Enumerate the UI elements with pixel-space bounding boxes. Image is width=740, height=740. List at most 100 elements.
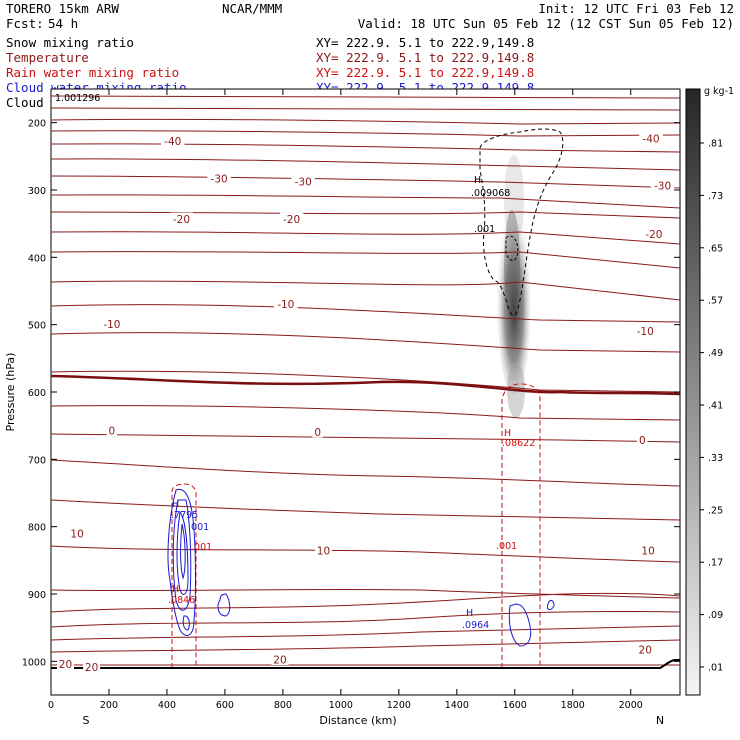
- temp-label-14: 10: [70, 529, 83, 541]
- temp-label-bg-13: [637, 433, 648, 446]
- field-xy-0: XY= 222.9. 5.1 to 222.9,149.8: [316, 35, 534, 50]
- colorbar-label-2: .65: [708, 243, 723, 254]
- temperature-contours: [51, 95, 680, 666]
- y-tick-label-1: 300: [28, 186, 46, 197]
- extremum-label-4: H: [504, 428, 511, 439]
- temp-label-bg-19: [271, 652, 289, 665]
- temp-label-11: 0: [109, 426, 116, 438]
- x-tick-label-9: 1800: [561, 700, 585, 711]
- temp-label-6: -20: [283, 214, 300, 226]
- y-tick-label-5: 700: [28, 455, 46, 466]
- field-name-2: Rain water mixing ratio: [6, 65, 179, 80]
- temp-label-20: 20: [639, 644, 652, 656]
- colorbar-label-9: .09: [708, 610, 723, 621]
- cloud-ice-inner-contour: [505, 235, 519, 261]
- temp-label-bg-2: [207, 172, 231, 185]
- temp-label-7: -20: [645, 229, 662, 241]
- temp-label-bg-0: [160, 134, 185, 147]
- y-tick-label-4: 600: [28, 388, 46, 399]
- temp-label-19: 20: [273, 654, 286, 666]
- extremum-label-14: .0964: [462, 620, 489, 631]
- extremum-label-6: .001: [496, 541, 517, 552]
- colorbar-label-1: .73: [708, 191, 723, 202]
- temp-label-5: -20: [173, 214, 190, 226]
- extremum-label-1: H: [474, 175, 481, 186]
- extremum-label-0: 1.001296: [55, 93, 100, 104]
- temp-label-bg-9: [274, 297, 298, 310]
- temp-label-bg-20: [636, 642, 654, 655]
- temp-label-9: -10: [277, 299, 294, 311]
- cloud-ice-contour: [479, 128, 564, 317]
- temp-label-bg-8: [100, 317, 124, 330]
- terrain-line: [51, 659, 680, 669]
- extremum-label-10: .001: [191, 542, 212, 553]
- x-axis-start-label: S: [83, 714, 90, 727]
- colorbar-label-8: .17: [708, 558, 723, 569]
- temp-label-4: -30: [654, 180, 671, 192]
- colorbar-label-3: .57: [708, 296, 723, 307]
- temp-label-bg-15: [314, 543, 332, 556]
- temp-label-bg-10: [633, 324, 657, 337]
- temp-label-bg-7: [642, 227, 666, 240]
- temp-label-bg-3: [291, 174, 315, 187]
- org-label: NCAR/MMM: [222, 1, 282, 16]
- temp-label-3: -30: [295, 176, 312, 188]
- extremum-label-3: .001: [474, 224, 495, 235]
- rain-contour-north: [501, 383, 541, 668]
- temp-label-bg-17: [56, 657, 74, 670]
- freezing-level-contour: [51, 374, 680, 396]
- temp-label-1: -40: [642, 133, 659, 145]
- x-tick-label-3: 600: [216, 700, 234, 711]
- temp-label-13: 0: [639, 435, 646, 447]
- colorbar: [685, 88, 701, 696]
- x-tick-label-5: 1000: [329, 700, 353, 711]
- x-tick-label-7: 1400: [445, 700, 469, 711]
- valid-time: Valid: 18 UTC Sun 05 Feb 12 (12 CST Sun …: [358, 16, 734, 31]
- temp-label-12: 0: [314, 427, 321, 439]
- temp-label-16: 10: [641, 545, 654, 557]
- x-axis-label: Distance (km): [319, 714, 396, 727]
- x-tick-label-0: 0: [48, 700, 54, 711]
- y-tick-label-8: 1000: [22, 657, 46, 668]
- x-tick-label-8: 1600: [503, 700, 527, 711]
- rain-contour-south: [171, 483, 197, 668]
- x-axis-end-label: N: [656, 714, 664, 727]
- extremum-label-8: .7795: [171, 510, 198, 521]
- colorbar-unit: g kg-1: [704, 86, 734, 97]
- y-tick-label-2: 400: [28, 253, 46, 264]
- y-axis-label: Pressure (hPa): [4, 353, 17, 432]
- colorbar-label-10: .01: [708, 663, 723, 674]
- colorbar-label-4: .49: [708, 348, 723, 359]
- extremum-label-7: H: [172, 499, 179, 510]
- temp-label-17: 20: [59, 659, 72, 671]
- temp-label-bg-12: [312, 425, 323, 438]
- temp-label-10: -10: [637, 326, 654, 338]
- fcst-value: 54 h: [48, 16, 78, 31]
- x-tick-label-4: 800: [274, 700, 292, 711]
- y-tick-label-0: 200: [28, 119, 46, 130]
- temp-label-bg-18: [83, 660, 101, 673]
- temp-label-18: 20: [85, 662, 98, 674]
- x-tick-label-1: 200: [100, 700, 118, 711]
- x-tick-label-6: 1200: [387, 700, 411, 711]
- colorbar-label-7: .25: [708, 505, 723, 516]
- field-xy-2: XY= 222.9. 5.1 to 222.9,149.8: [316, 65, 534, 80]
- temp-label-0: -40: [164, 136, 181, 148]
- temp-label-bg-11: [106, 424, 118, 437]
- cloud-water-contours: [167, 488, 555, 647]
- field-name-1: Temperature: [6, 50, 89, 65]
- temp-label-bg-14: [68, 527, 86, 540]
- extremum-label-2: .009068: [471, 188, 510, 199]
- temp-label-8: -10: [103, 319, 120, 331]
- temp-label-bg-1: [639, 131, 663, 144]
- colorbar-label-5: .41: [708, 401, 723, 412]
- init-time: Init: 12 UTC Fri 03 Feb 12: [538, 1, 734, 16]
- temp-label-bg-6: [279, 212, 304, 225]
- temp-label-2: -30: [211, 174, 228, 186]
- colorbar-labels: .81 .73 .65 .57 .49 .41 .33 .25 .17 .09 .01: [700, 139, 723, 674]
- colorbar-label-6: .33: [708, 453, 723, 464]
- extremum-label-11: H: [172, 584, 179, 595]
- extremum-label-12: .0846: [168, 595, 195, 606]
- field-xy-1: XY= 222.9. 5.1 to 222.9,149.8: [316, 50, 534, 65]
